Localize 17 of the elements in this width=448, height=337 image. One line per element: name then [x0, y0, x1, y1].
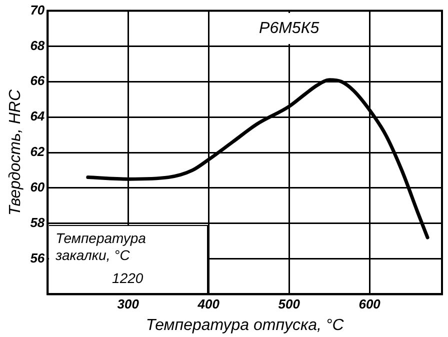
y-tick-label: 68	[30, 38, 46, 53]
x-tick-label: 300	[117, 296, 140, 312]
y-tick-label: 56	[30, 250, 46, 266]
y-tick-label: 60	[30, 180, 46, 195]
annotation: 1220	[111, 270, 144, 286]
y-tick-label: 58	[30, 214, 46, 230]
y-tick-label: 66	[30, 73, 46, 88]
x-tick-label: 600	[358, 296, 382, 312]
x-tick-label: 400	[196, 296, 220, 312]
annotation: Температура закалки, °C	[56, 230, 147, 264]
y-tick-label: 62	[30, 144, 46, 160]
y-tick-label: 70	[30, 2, 46, 18]
y-axis-title: Твердость, HRC	[7, 89, 24, 216]
x-axis-title: Температура отпуска, °C	[146, 316, 344, 334]
x-tick-label: 500	[278, 296, 301, 312]
y-tick-label: 64	[30, 108, 46, 124]
note-box: Температура закалки, °C 1220	[48, 225, 208, 294]
